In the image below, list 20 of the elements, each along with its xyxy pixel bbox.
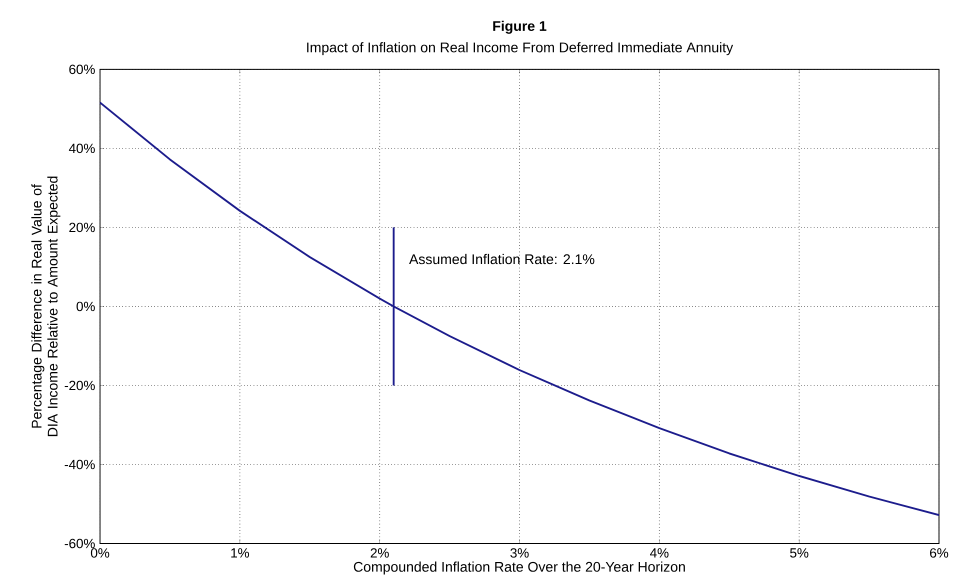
y-tick-label: -40%	[64, 460, 95, 470]
x-axis-title: Compounded Inflation Rate Over the 20-Year Horizon	[354, 561, 685, 574]
y-tick-label: 60%	[69, 64, 95, 74]
chart-subtitle: Impact of Inflation on Real Income From Deferred Immediate Annuity	[307, 42, 734, 56]
y-tick-label: 40%	[68, 144, 95, 154]
x-tick-label: 3%	[510, 548, 529, 558]
x-tick-label: 4%	[650, 548, 669, 558]
y-tick-label: 0%	[76, 302, 95, 312]
x-tick-label: 2%	[370, 548, 389, 558]
chart-title: Figure 1	[493, 20, 546, 34]
x-tick-label: 5%	[790, 548, 808, 558]
x-tick-label: 1%	[231, 548, 250, 558]
y-tick-label: -60%	[64, 538, 95, 548]
annotation: Assumed Inflation Rate: 2.1%	[409, 254, 594, 264]
y-axis-title: Percentage Difference in Real Value of DIA Income Relative to Amount Expected	[31, 176, 60, 436]
x-tick-label: 0%	[90, 548, 110, 558]
line-series	[99, 102, 940, 516]
y-tick-label: -20%	[64, 380, 95, 390]
x-tick-label: 6%	[930, 548, 948, 558]
y-tick-label: 20%	[69, 222, 95, 232]
